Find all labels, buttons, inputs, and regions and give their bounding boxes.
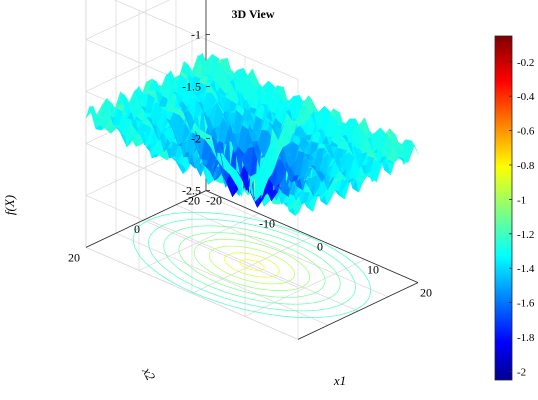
axis-line <box>205 190 419 283</box>
x-tick-label: 10 <box>367 263 379 277</box>
colorbar-tick-label: -1.2 <box>517 229 534 241</box>
colorbar-tick-label: -1.4 <box>517 263 535 275</box>
y-tick-label: 0 <box>134 222 140 236</box>
z-tick-label: -1.5 <box>182 80 201 94</box>
contour-line <box>163 225 341 305</box>
wall-grid-line <box>85 0 171 40</box>
wall-grid-line <box>85 34 207 92</box>
colorbar-tick-label: -0.6 <box>517 126 535 138</box>
colorbar-tick-label: -1 <box>517 194 526 206</box>
z-tick-label: -2.5 <box>182 184 201 198</box>
y-tick-label: 20 <box>68 250 80 264</box>
wall-grid-line <box>114 0 299 80</box>
colorbar-tick-label: -1.8 <box>517 332 535 344</box>
floor-grid-line <box>244 259 366 317</box>
wall-grid-line <box>85 195 299 288</box>
contour-line <box>193 238 311 292</box>
colorbar-ticks: -0.2 -0.4 -0.6 -0.8 -1 -1.2 -1.4 -1.6 -1.8 -2 <box>509 57 535 378</box>
axis-ticks <box>206 34 210 192</box>
y-axis-label: x2 <box>139 364 159 383</box>
colorbar <box>494 35 513 381</box>
colorbar-tick-label: -0.4 <box>517 91 535 103</box>
axis-line <box>297 282 419 340</box>
x-tick-label: 0 <box>317 240 323 254</box>
x-tick-labels: -20 -10 0 10 20 <box>206 194 432 300</box>
wall-grid-line <box>85 143 299 236</box>
x-tick-label: 20 <box>420 286 432 300</box>
contour-line <box>208 245 296 285</box>
colorbar-tick-label: -0.8 <box>517 160 535 172</box>
x-tick-label: -10 <box>259 217 275 231</box>
z-axis-label: f(X) <box>2 195 17 215</box>
z-tick-label: -2 <box>191 132 201 146</box>
z-tick-labels: -2.5-2-1.5-1-0.50 <box>182 28 201 198</box>
axis-line <box>85 190 207 248</box>
wall-grid-line <box>85 247 299 340</box>
y-tick-labels: -20 0 20 <box>68 194 200 265</box>
floor-grid-line <box>145 218 359 312</box>
y-tick-label: -20 <box>184 194 200 208</box>
chart-title: 3D View <box>232 7 275 21</box>
floor-grid-line <box>115 232 329 326</box>
contour-line <box>239 259 265 271</box>
z-tick-label: -1 <box>191 28 201 42</box>
x-axis-label: x1 <box>333 373 346 388</box>
contour-projection <box>132 211 372 319</box>
contour-line <box>178 232 326 298</box>
surface-plot <box>85 52 419 217</box>
colorbar-tick-label: -0.2 <box>517 57 534 69</box>
contour-line <box>132 211 372 319</box>
contour-line <box>224 252 280 278</box>
x-tick-label: -20 <box>206 194 222 208</box>
colorbar-tick-label: -2 <box>517 366 526 378</box>
surface-facet <box>408 140 419 163</box>
colorbar-tick-label: -1.6 <box>517 298 535 310</box>
contour-line <box>148 218 356 312</box>
